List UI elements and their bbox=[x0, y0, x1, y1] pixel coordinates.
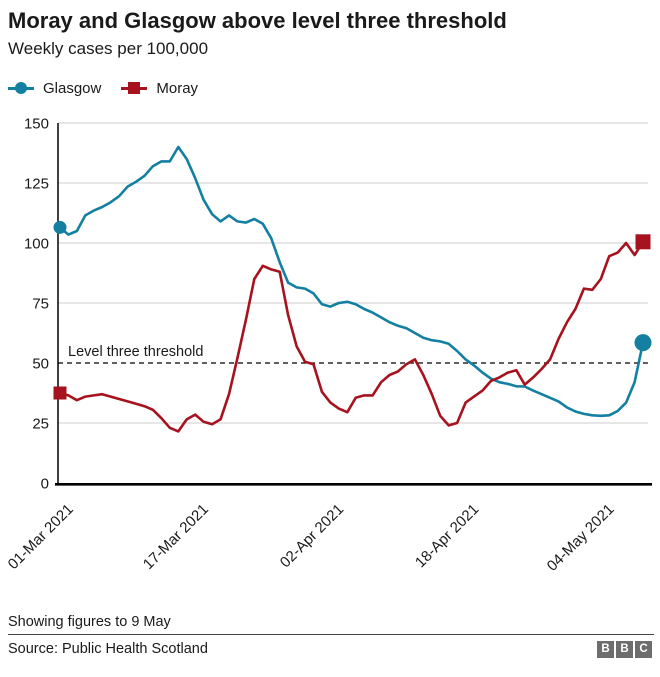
y-tick-label: 150 bbox=[24, 116, 49, 133]
moray-point-marker bbox=[53, 386, 67, 400]
y-tick-label: 50 bbox=[32, 356, 49, 373]
legend: Glasgow Moray bbox=[8, 80, 660, 97]
chart-footnote: Showing figures to 9 May bbox=[8, 614, 171, 630]
y-tick-label: 125 bbox=[24, 176, 49, 193]
glasgow-point-marker bbox=[53, 220, 67, 234]
bbc-logo: B B C bbox=[597, 640, 652, 658]
bbc-logo-letter: C bbox=[635, 640, 652, 658]
moray-line bbox=[58, 240, 645, 433]
glasgow-point-marker bbox=[634, 334, 652, 352]
x-tick-label: 01-Mar 2021 bbox=[5, 501, 77, 573]
legend-item-glasgow: Glasgow bbox=[8, 80, 101, 97]
threshold-label: Level three threshold bbox=[68, 344, 203, 360]
chart-plot: Level three threshold 0 25 50 75 100 125 150 01-… bbox=[5, 116, 652, 575]
source-credit: Source: Public Health Scotland bbox=[8, 641, 208, 657]
x-tick-label: 18-Apr 2021 bbox=[412, 501, 482, 571]
page-subtitle: Weekly cases per 100,000 bbox=[8, 39, 209, 58]
moray-point-marker bbox=[635, 234, 651, 250]
x-tick-label: 02-Apr 2021 bbox=[277, 501, 347, 571]
x-tick-label: 04-May 2021 bbox=[544, 501, 618, 575]
page-title: Moray and Glasgow above level three thre… bbox=[8, 8, 507, 33]
y-tick-label: 75 bbox=[32, 296, 49, 313]
legend-label-glasgow: Glasgow bbox=[43, 79, 102, 97]
y-tick-label: 25 bbox=[32, 416, 49, 433]
moray-square-swatch bbox=[128, 82, 141, 94]
footer-divider bbox=[8, 634, 654, 635]
moray-square-marker-icon bbox=[121, 81, 148, 95]
glasgow-circle-marker-icon bbox=[8, 81, 34, 95]
glasgow-circle-swatch bbox=[15, 82, 27, 94]
glasgow-line bbox=[58, 145, 645, 418]
bbc-logo-letter: B bbox=[616, 640, 633, 658]
y-tick-label: 0 bbox=[41, 476, 49, 493]
bbc-logo-letter: B bbox=[597, 640, 614, 658]
y-tick-label: 100 bbox=[24, 236, 49, 253]
footer-row: Source: Public Health Scotland B B C bbox=[8, 640, 652, 658]
legend-label-moray: Moray bbox=[156, 79, 199, 97]
x-tick-label: 17-Mar 2021 bbox=[140, 501, 212, 573]
legend-item-moray: Moray bbox=[121, 80, 198, 97]
